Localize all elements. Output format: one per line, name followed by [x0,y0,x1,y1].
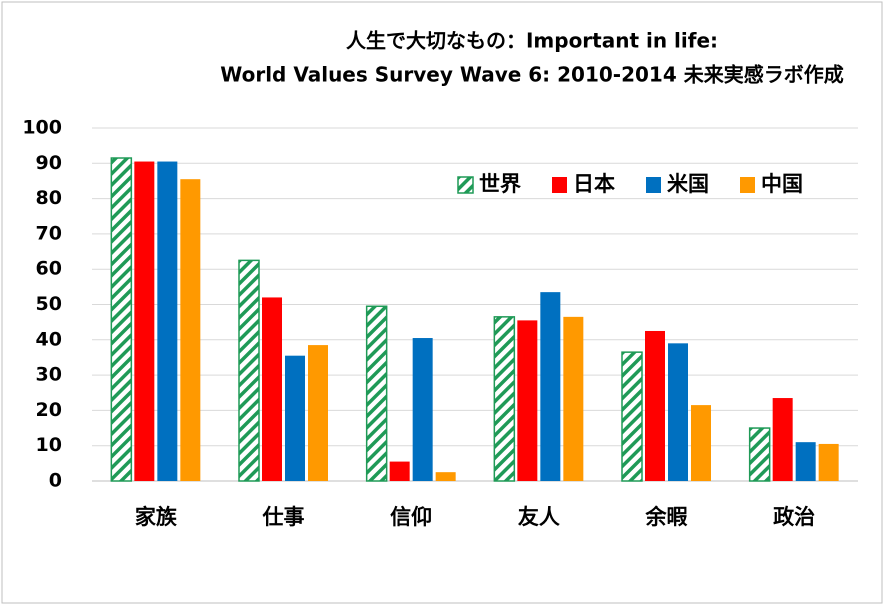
bar [180,179,201,481]
bar [748,427,771,482]
x-tick-label: 信仰 [390,505,432,529]
bar [645,330,665,481]
bar [412,338,433,481]
y-tick-label: 40 [36,328,62,350]
y-tick-label: 60 [36,258,62,280]
x-tick-label: 仕事 [262,505,305,529]
y-tick-label: 10 [36,434,62,456]
y-tick-label: 70 [36,222,62,244]
y-tick-label: 20 [36,399,62,421]
bar [540,292,561,481]
bar [691,405,711,481]
legend-label: 世界 [479,172,521,196]
bar [134,161,155,481]
y-tick-label: 100 [22,117,62,139]
legend-swatch [740,177,755,193]
bar [110,157,133,482]
bar [285,355,305,481]
bar [262,297,282,481]
bar [818,443,839,481]
bar [435,472,456,481]
legend-swatch [552,177,567,193]
bar [795,442,816,481]
bar [621,351,643,482]
legend-label: 米国 [667,172,709,196]
bar [772,398,793,481]
chart-title: 人生で大切なもの：Important in life: [346,29,718,53]
x-tick-label: 政治 [773,505,815,529]
x-tick-label: 余暇 [645,505,688,529]
bar [668,343,688,481]
bar [389,461,410,481]
y-tick-label: 80 [36,187,62,209]
x-tick-label: 家族 [135,505,178,529]
legend-swatch [457,176,474,194]
chart-subtitle: World Values Survey Wave 6: 2010-2014 未来… [220,63,843,87]
bar [308,345,328,481]
bar [493,316,516,482]
bar [517,320,538,481]
x-tick-label: 友人 [518,505,560,529]
legend-label: 中国 [761,172,803,196]
bar [157,161,178,481]
legend-label: 日本 [573,172,615,196]
y-tick-label: 30 [36,364,62,386]
legend-swatch [646,177,661,193]
bar [365,305,388,482]
bar [238,259,260,482]
bar [563,316,584,481]
y-tick-label: 0 [49,470,62,492]
y-tick-label: 50 [36,293,62,315]
y-tick-label: 90 [36,152,62,174]
